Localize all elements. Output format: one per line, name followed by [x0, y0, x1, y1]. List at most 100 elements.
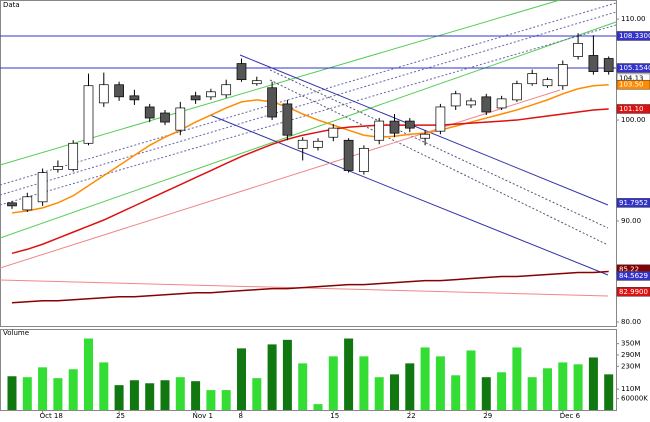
- price-tag-label: 108.3300: [619, 32, 650, 40]
- candle-body: [527, 73, 538, 85]
- candle-body: [343, 139, 354, 171]
- moving-average: [11, 108, 609, 255]
- x-tick-label: Oct 18: [40, 412, 63, 420]
- price-tag-label: 101.10: [619, 105, 644, 113]
- volume-bar: [145, 383, 155, 410]
- y-tick-label: 290M: [621, 351, 640, 359]
- volume-bar: [160, 380, 170, 410]
- price-tag-label: 82.9900: [619, 288, 648, 296]
- candle-body: [7, 202, 17, 207]
- candle-body: [542, 79, 553, 87]
- candle-body: [359, 147, 369, 172]
- volume-bar: [558, 362, 568, 410]
- volume-bar: [22, 377, 32, 410]
- price-panel: [0, 0, 617, 327]
- candle-body: [68, 142, 79, 170]
- candle-body: [236, 63, 247, 81]
- x-tick-label: 8: [239, 412, 243, 420]
- candle-body: [114, 84, 124, 98]
- y-tick-label: 110.00: [621, 15, 646, 23]
- volume-bar: [175, 377, 185, 410]
- volume-bar: [588, 357, 598, 410]
- trend-line: [0, 2, 617, 186]
- y-tick-label: 80.00: [621, 318, 641, 326]
- x-tick-label: 25: [116, 412, 125, 420]
- candle-body: [313, 140, 323, 148]
- volume-bar: [84, 338, 93, 410]
- x-tick-label: Dec 6: [560, 412, 581, 420]
- volume-bar: [527, 377, 537, 410]
- volume-bar: [129, 380, 139, 410]
- candle-body: [404, 120, 415, 129]
- trend-line: [0, 89, 561, 269]
- trend-lines: [0, 0, 617, 297]
- candle-body: [573, 42, 583, 57]
- volume-bar: [344, 338, 354, 410]
- y-tick-label: 230M: [621, 362, 640, 370]
- volume-bar: [298, 363, 308, 410]
- price-tag-label: 105.1540: [619, 64, 650, 72]
- volume-bar: [466, 350, 476, 410]
- candle-body: [22, 196, 33, 211]
- volume-bar: [252, 378, 262, 410]
- candle-body: [37, 172, 48, 203]
- moving-average: [11, 270, 609, 304]
- volume-bar: [512, 347, 522, 410]
- price-tag-label: 91.7952: [619, 199, 648, 207]
- volume-bar: [206, 390, 216, 410]
- candle-body: [481, 96, 492, 113]
- price-tag-label: 84.5629: [619, 272, 648, 280]
- volume-bar: [237, 348, 246, 410]
- volume-bar: [313, 404, 323, 410]
- price-tag-label: 104.13: [619, 74, 644, 82]
- price-tag: [616, 198, 650, 208]
- candle-body: [328, 127, 339, 138]
- price-tag-label: 85.22: [619, 265, 639, 273]
- candle-body: [297, 139, 308, 149]
- volume-bar: [543, 368, 552, 410]
- volume-bar: [420, 347, 430, 410]
- x-tick-label: 29: [483, 412, 492, 420]
- price-tag: [616, 31, 650, 41]
- trend-line: [0, 24, 617, 206]
- y-tick-label: 100.00: [621, 116, 646, 124]
- volume-bar: [405, 363, 415, 410]
- volume-bar: [481, 377, 491, 410]
- price-tag: [616, 63, 650, 73]
- volume-bar: [328, 356, 338, 410]
- x-tick-label: 15: [330, 412, 339, 420]
- volume-bar: [390, 374, 399, 410]
- trend-line: [269, 79, 609, 246]
- x-tick-label: 22: [407, 412, 416, 420]
- candle-body: [83, 85, 94, 144]
- y-tick-label: 110M: [621, 385, 640, 393]
- candle-body: [267, 87, 277, 118]
- x-tick-label: Nov 1: [193, 412, 213, 420]
- volume-bar: [38, 367, 48, 410]
- volume-bar: [267, 344, 277, 410]
- price-tag-label: 103.50: [619, 81, 644, 89]
- candle-body: [251, 80, 262, 85]
- volume-panel-title: Volume: [3, 329, 29, 337]
- volume-bar: [497, 372, 507, 410]
- candle-body: [420, 133, 430, 139]
- price-tag: [616, 104, 650, 114]
- trend-line: [239, 54, 609, 206]
- volume-bar: [68, 369, 78, 410]
- volume-bar: [435, 356, 445, 410]
- candle-body: [190, 95, 201, 101]
- candle-body: [588, 55, 599, 72]
- volume-bar: [604, 374, 614, 410]
- candle-body: [53, 166, 63, 170]
- y-tick-label: 90.00: [621, 217, 641, 225]
- y-tick-label: 60000K: [621, 395, 648, 403]
- volume-bar: [573, 364, 583, 410]
- candle-body: [98, 84, 109, 104]
- trend-line: [0, 21, 617, 239]
- candle-body: [221, 84, 232, 96]
- candle-body: [557, 64, 568, 87]
- price-tag: [616, 287, 650, 297]
- candle-body: [175, 107, 186, 131]
